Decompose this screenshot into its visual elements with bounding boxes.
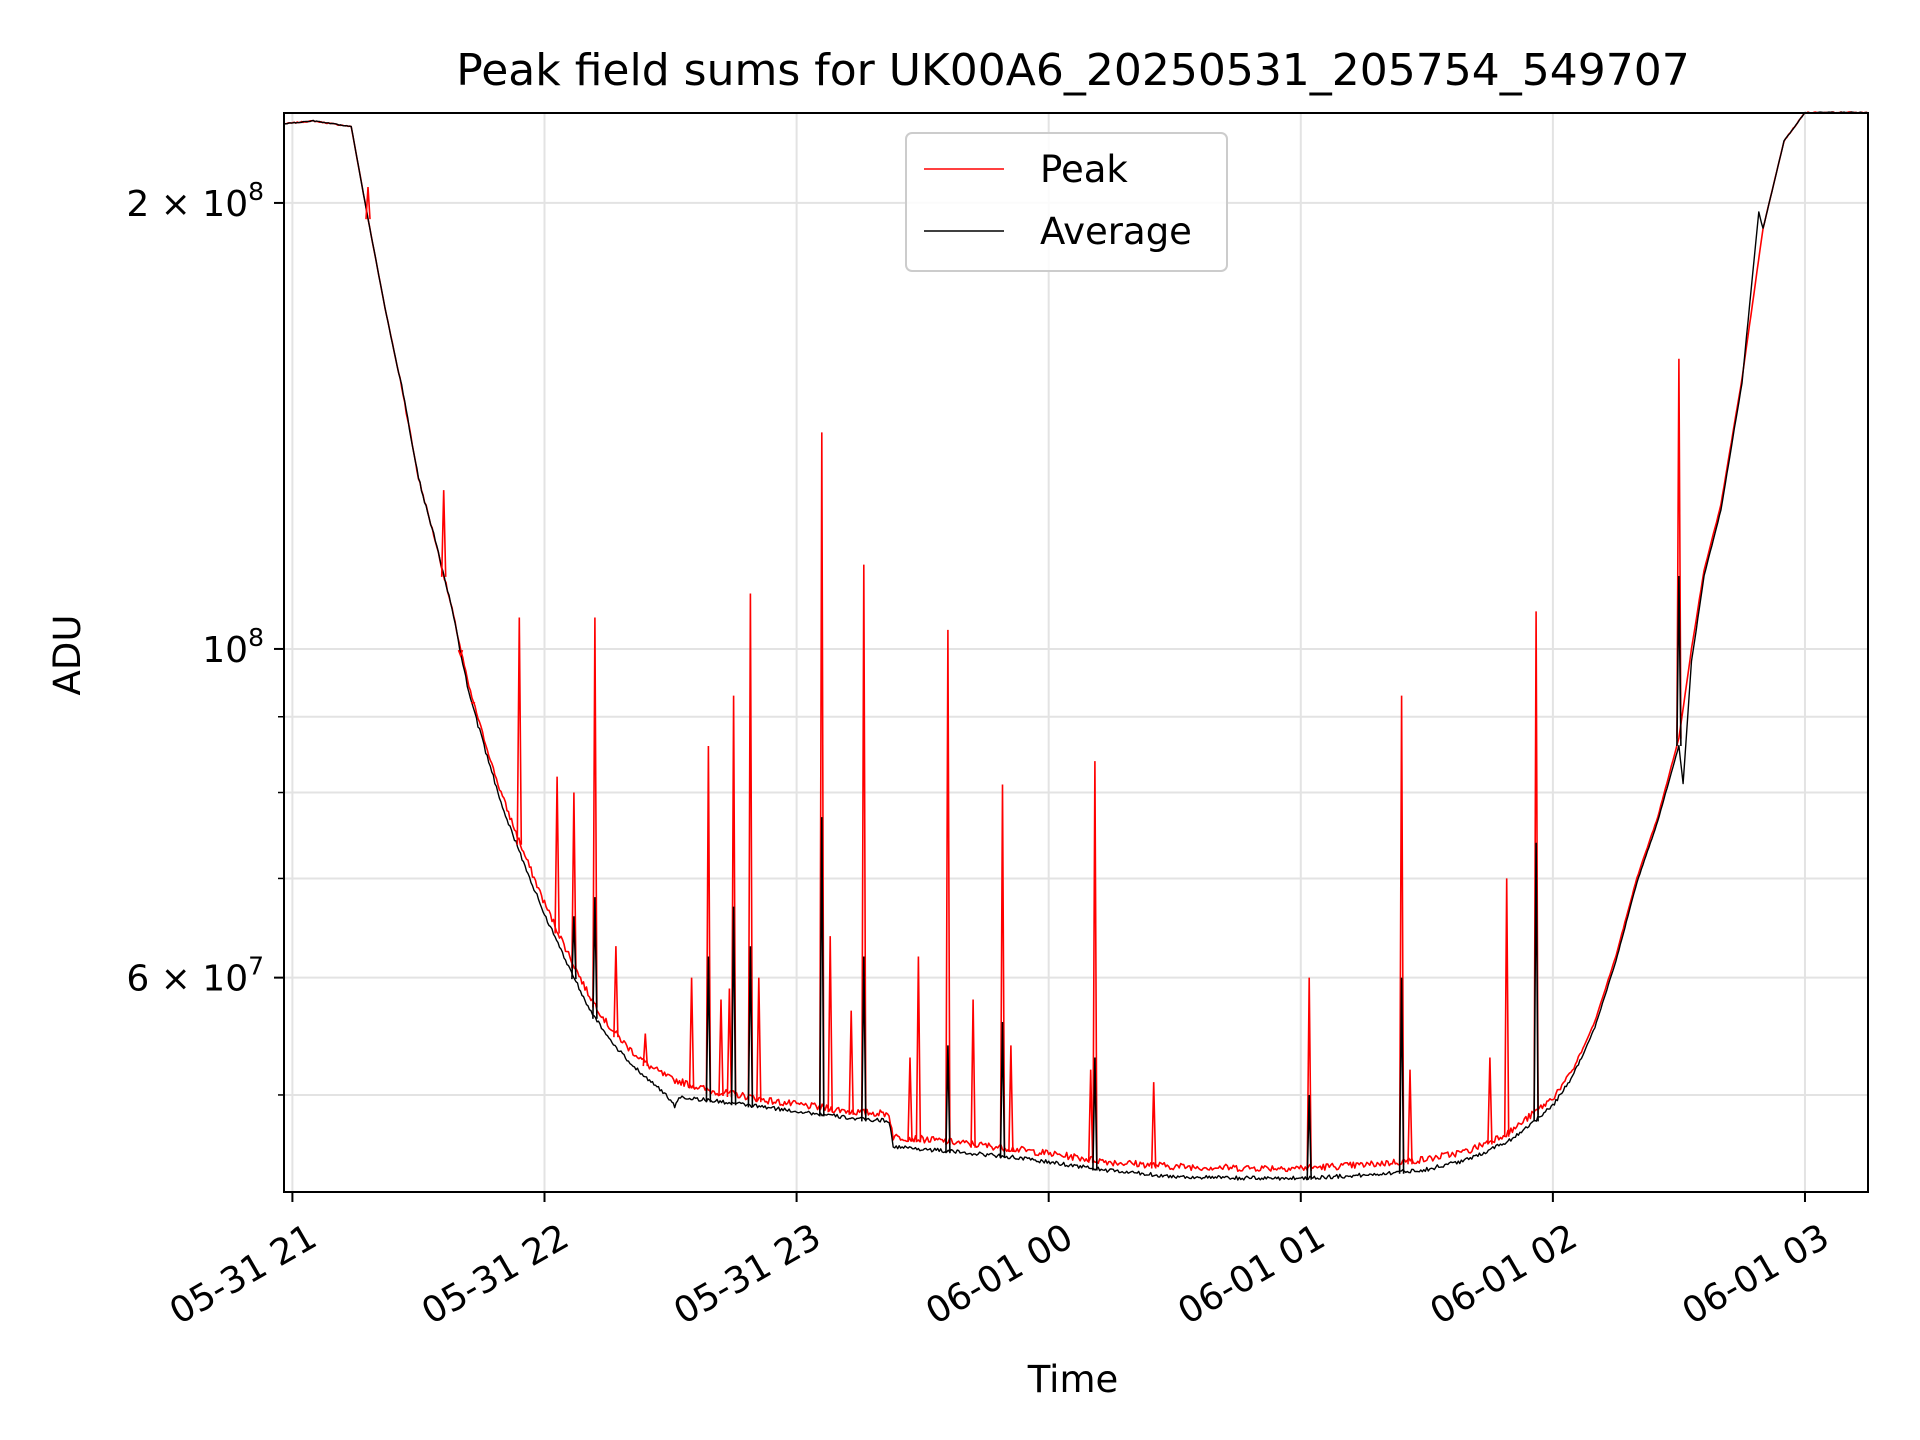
series-spike-peak [457, 649, 464, 658]
series-spike-peak [470, 701, 476, 704]
series-spike-peak [1487, 1057, 1493, 1145]
series-spike-average [945, 1045, 951, 1154]
series-spike-peak [999, 784, 1006, 1151]
series-spike-peak [819, 432, 825, 1112]
series-spike-peak [705, 745, 712, 1094]
series-line-peak [283, 111, 1869, 1173]
series-spike-peak [1407, 1069, 1413, 1165]
series-spike-peak [718, 999, 724, 1097]
series-spike-peak [1398, 695, 1405, 1166]
y-tick-base: 2 × 10 [126, 184, 248, 225]
series-spike-peak [613, 946, 619, 1038]
y-tick-label: 108 [202, 623, 264, 671]
x-axis-label: Time [1027, 1358, 1119, 1401]
series-spike-peak [1503, 878, 1510, 1137]
series-spike-peak [554, 776, 560, 934]
series-spike-peak [592, 617, 598, 1008]
series-spike-average [999, 1021, 1006, 1159]
y-tick-base: 10 [202, 630, 248, 671]
series-spike-peak [1150, 1082, 1157, 1169]
chart-title: Peak field sums for UK00A6_20250531_2057… [456, 45, 1689, 96]
series-spike-average [1306, 1094, 1312, 1180]
series-spike-peak [1306, 977, 1312, 1172]
y-axis-label: ADU [46, 615, 89, 696]
series-spike-average [705, 956, 712, 1103]
y-tick-exponent: 7 [248, 952, 264, 981]
series-spike-average [747, 946, 754, 1108]
series-spike-average [819, 817, 825, 1117]
series-spike-peak [915, 956, 922, 1143]
series-spike-average [861, 956, 867, 1122]
y-tick-base: 6 × 10 [126, 959, 248, 1000]
series-spike-peak [1092, 761, 1098, 1164]
series-spike-peak [945, 629, 951, 1145]
legend-label-average: Average [1040, 210, 1192, 253]
series-spike-average [592, 897, 598, 1019]
series-spike-peak [688, 977, 695, 1089]
series-spike-peak [365, 186, 371, 220]
series-spike-average [1398, 977, 1405, 1174]
series-spike-peak [970, 999, 976, 1148]
series-spike-peak [907, 1057, 913, 1142]
y-tick-label: 6 × 107 [126, 952, 264, 1000]
legend-label-peak: Peak [1040, 148, 1128, 191]
series-spike-peak [747, 593, 754, 1101]
series-spike-average [730, 906, 737, 1106]
series-spike-peak [861, 564, 867, 1117]
series-spike-peak [440, 490, 447, 577]
series-spike-peak [726, 988, 733, 1098]
y-tick-exponent: 8 [248, 177, 264, 206]
series-spike-average [571, 916, 577, 980]
series-spike-peak [756, 977, 762, 1103]
series-lines [283, 111, 1869, 1181]
series-line-average [283, 111, 1869, 1181]
y-tick-exponent: 8 [248, 623, 264, 652]
series-spike-peak [848, 1010, 854, 1115]
legend: Peak Average [905, 132, 1228, 272]
legend-box [905, 132, 1228, 272]
y-tick-label: 2 × 108 [126, 177, 264, 225]
series-spike-peak [642, 1033, 649, 1067]
series-spike-average [1676, 575, 1682, 747]
series-spike-average [1092, 1057, 1098, 1171]
series-spike-peak [571, 792, 577, 969]
series-spike-peak [827, 936, 833, 1113]
series-spike-peak [1008, 1045, 1014, 1153]
series-spike-peak [1087, 1069, 1094, 1163]
axes-frame [283, 112, 1869, 1193]
series-spike-peak [516, 617, 523, 845]
series-spike-peak [1676, 358, 1682, 739]
series-spike-average [1533, 842, 1539, 1122]
